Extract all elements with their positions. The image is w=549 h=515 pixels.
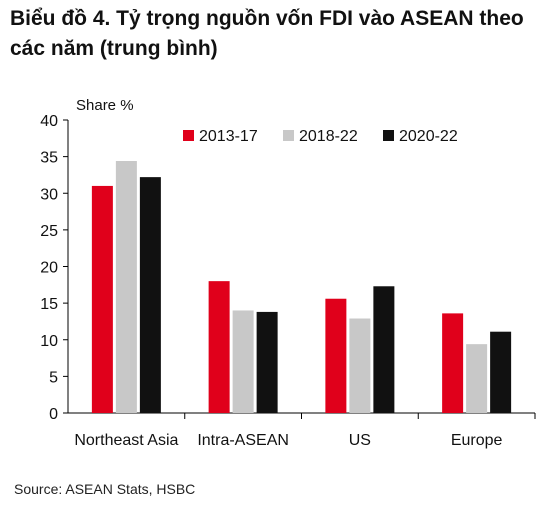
- legend-label: 2018-22: [299, 128, 358, 145]
- y-tick-label: 20: [40, 260, 58, 277]
- legend-label: 2013-17: [199, 128, 258, 145]
- y-tick-label: 30: [40, 186, 58, 203]
- bar-2018-22-northeast-asia: [115, 161, 137, 413]
- y-axis-label: Share %: [76, 97, 134, 114]
- legend-swatch: [183, 130, 194, 141]
- bar-2018-22-intra-asean: [232, 310, 254, 413]
- y-tick-label: 15: [40, 296, 58, 313]
- bar-2013-17-europe: [442, 313, 464, 413]
- source-note: Source: ASEAN Stats, HSBC: [14, 481, 196, 497]
- bars: [91, 161, 512, 413]
- legend-label: 2020-22: [399, 128, 458, 145]
- y-tick-label: 35: [40, 150, 58, 167]
- bar-2018-22-europe: [466, 344, 488, 413]
- bar-2013-17-us: [325, 298, 347, 413]
- y-tick-label: 0: [49, 406, 58, 423]
- chart-title: Biểu đồ 4. Tỷ trọng nguồn vốn FDI vào AS…: [10, 7, 524, 60]
- x-tick-labels: Northeast Asia Intra-ASEAN US Europe: [74, 432, 502, 449]
- bar-2013-17-intra-asean: [208, 281, 230, 413]
- x-tick-label: Northeast Asia: [74, 432, 178, 449]
- y-tick-label: 10: [40, 333, 58, 350]
- bar-2020-22-us: [373, 286, 395, 413]
- y-tick-label: 40: [40, 113, 58, 130]
- y-tick-label: 5: [49, 369, 58, 386]
- legend-swatch: [383, 130, 394, 141]
- bar-2013-17-northeast-asia: [91, 185, 113, 413]
- x-tick-label: Intra-ASEAN: [197, 432, 289, 449]
- legend-swatch: [283, 130, 294, 141]
- bar-2018-22-us: [349, 318, 371, 413]
- x-tick-label: Europe: [451, 432, 503, 449]
- legend: 2013-17 2018-22 2020-22: [183, 128, 458, 145]
- bar-2020-22-intra-asean: [256, 311, 278, 413]
- y-tick-label: 25: [40, 223, 58, 240]
- bar-2020-22-northeast-asia: [139, 177, 161, 413]
- x-tick-label: US: [349, 432, 371, 449]
- bar-2020-22-europe: [490, 331, 512, 413]
